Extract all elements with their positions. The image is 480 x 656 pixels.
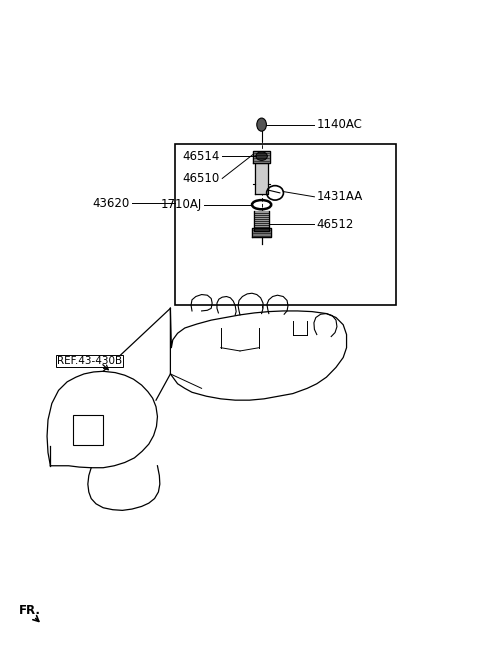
Text: 1710AJ: 1710AJ <box>160 198 202 211</box>
Ellipse shape <box>256 152 267 160</box>
Text: 1140AC: 1140AC <box>317 118 363 131</box>
Text: REF.43-430B: REF.43-430B <box>57 356 122 366</box>
Text: 46510: 46510 <box>182 172 220 185</box>
Polygon shape <box>253 151 270 163</box>
Bar <box>73 415 103 445</box>
Polygon shape <box>252 228 271 237</box>
Text: FR.: FR. <box>19 604 41 617</box>
Text: 1431AA: 1431AA <box>317 190 363 203</box>
Text: 46514: 46514 <box>182 150 220 163</box>
Text: 46512: 46512 <box>317 218 354 231</box>
Polygon shape <box>254 211 269 231</box>
Circle shape <box>257 118 266 131</box>
Text: 43620: 43620 <box>92 197 130 210</box>
Bar <box>175 144 396 305</box>
Polygon shape <box>255 163 268 194</box>
